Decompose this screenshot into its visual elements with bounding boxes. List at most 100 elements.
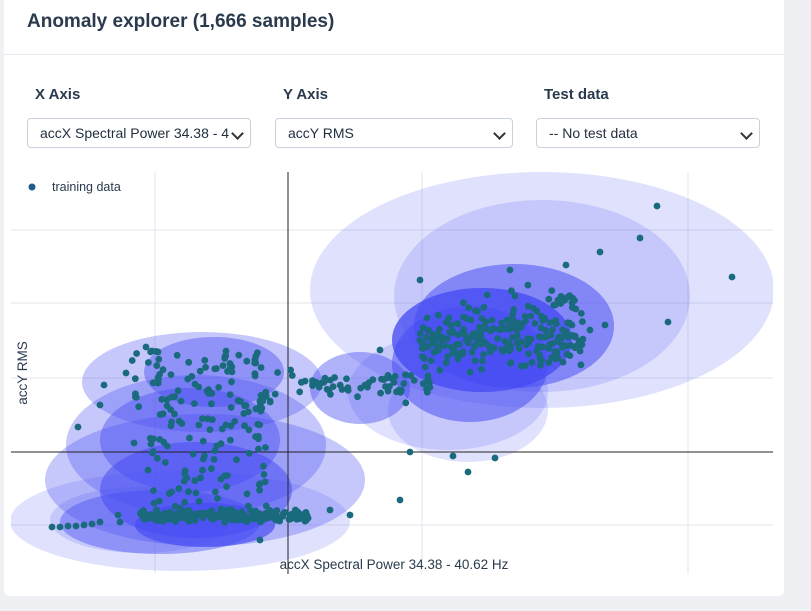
data-point bbox=[586, 326, 594, 334]
data-point bbox=[455, 350, 463, 358]
data-point bbox=[424, 376, 432, 383]
data-point bbox=[508, 314, 515, 322]
data-point bbox=[537, 324, 545, 332]
page-title: Anomaly explorer (1,666 samples) bbox=[27, 11, 335, 32]
data-point bbox=[464, 468, 472, 476]
data-point bbox=[728, 273, 736, 281]
data-point bbox=[255, 445, 262, 453]
test-data-select[interactable]: -- No test data bbox=[536, 118, 760, 148]
data-point bbox=[261, 393, 268, 401]
data-point bbox=[296, 511, 303, 519]
data-points bbox=[48, 202, 736, 544]
data-point bbox=[416, 330, 424, 337]
data-point bbox=[223, 483, 231, 490]
data-point bbox=[163, 396, 171, 403]
data-point bbox=[155, 355, 163, 363]
data-point bbox=[213, 512, 221, 520]
data-point bbox=[231, 418, 239, 425]
data-point bbox=[442, 359, 450, 366]
data-point bbox=[221, 355, 229, 362]
data-point bbox=[571, 333, 579, 341]
data-point bbox=[260, 471, 268, 478]
data-point bbox=[515, 345, 523, 352]
data-point bbox=[145, 359, 152, 366]
data-point bbox=[563, 293, 571, 301]
data-point bbox=[361, 381, 369, 389]
data-point bbox=[241, 402, 249, 410]
data-point bbox=[249, 514, 256, 522]
data-point bbox=[396, 496, 404, 504]
data-point bbox=[149, 449, 156, 457]
data-point bbox=[242, 514, 249, 522]
data-point bbox=[400, 380, 408, 387]
data-point bbox=[538, 357, 546, 364]
data-point bbox=[460, 325, 467, 333]
data-point bbox=[227, 361, 235, 369]
data-point bbox=[254, 349, 261, 357]
data-point bbox=[564, 333, 572, 341]
data-point bbox=[175, 485, 183, 492]
data-point bbox=[256, 536, 264, 544]
data-point bbox=[147, 348, 155, 356]
data-point bbox=[166, 490, 173, 497]
data-point bbox=[545, 359, 553, 367]
data-point bbox=[150, 435, 157, 443]
data-point bbox=[191, 380, 199, 388]
data-point bbox=[465, 304, 472, 312]
data-point bbox=[502, 325, 510, 332]
legend-marker bbox=[28, 183, 36, 191]
data-point bbox=[376, 346, 384, 354]
data-point bbox=[279, 512, 287, 520]
data-point bbox=[221, 519, 229, 526]
data-point bbox=[255, 435, 262, 443]
data-point bbox=[154, 348, 162, 356]
data-point bbox=[454, 320, 462, 328]
data-point bbox=[507, 345, 514, 353]
data-point bbox=[202, 363, 210, 371]
data-point bbox=[128, 357, 136, 364]
data-point bbox=[557, 300, 565, 307]
data-point bbox=[139, 513, 147, 520]
data-point bbox=[562, 261, 570, 269]
data-point bbox=[257, 364, 265, 371]
data-point bbox=[245, 426, 253, 434]
data-point bbox=[354, 393, 361, 401]
y-axis-select[interactable]: accY RMS bbox=[275, 118, 513, 148]
data-point bbox=[452, 341, 460, 348]
data-point bbox=[402, 399, 410, 407]
data-point bbox=[449, 452, 457, 460]
data-point bbox=[274, 369, 281, 376]
data-point bbox=[153, 454, 161, 462]
data-point bbox=[199, 415, 206, 422]
data-point bbox=[524, 302, 532, 310]
data-point bbox=[100, 381, 108, 389]
data-point bbox=[601, 321, 609, 329]
data-point bbox=[480, 303, 488, 311]
data-point bbox=[419, 380, 427, 388]
data-point bbox=[167, 509, 175, 516]
data-point bbox=[156, 411, 164, 418]
data-point bbox=[251, 372, 259, 380]
data-point bbox=[498, 346, 506, 353]
data-point bbox=[219, 362, 227, 369]
data-point bbox=[256, 486, 263, 494]
data-point bbox=[296, 388, 304, 396]
data-point bbox=[301, 517, 309, 525]
data-point bbox=[167, 371, 175, 378]
data-point bbox=[559, 326, 566, 334]
data-point bbox=[171, 502, 179, 510]
data-point bbox=[96, 518, 104, 526]
data-point bbox=[577, 310, 585, 317]
data-point bbox=[167, 406, 175, 414]
data-point bbox=[228, 378, 235, 386]
x-axis-select[interactable]: accX Spectral Power 34.38 - 4 bbox=[27, 118, 251, 148]
data-point bbox=[486, 348, 494, 356]
data-point bbox=[561, 342, 568, 349]
data-point bbox=[338, 386, 346, 393]
data-point bbox=[142, 343, 150, 351]
data-point bbox=[577, 361, 585, 369]
data-point bbox=[183, 474, 191, 482]
data-point bbox=[555, 333, 563, 341]
data-point bbox=[271, 390, 279, 398]
